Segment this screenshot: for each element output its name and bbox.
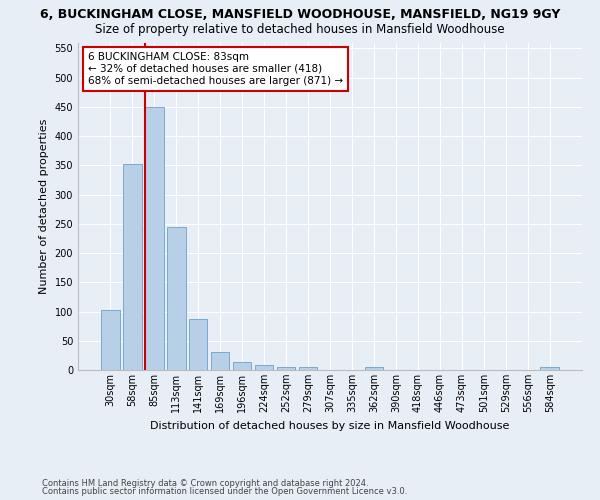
X-axis label: Distribution of detached houses by size in Mansfield Woodhouse: Distribution of detached houses by size …	[151, 420, 509, 430]
Y-axis label: Number of detached properties: Number of detached properties	[39, 118, 49, 294]
Bar	[233, 362, 251, 370]
Bar	[255, 364, 274, 370]
Text: 6 BUCKINGHAM CLOSE: 83sqm
← 32% of detached houses are smaller (418)
68% of semi: 6 BUCKINGHAM CLOSE: 83sqm ← 32% of detac…	[88, 52, 343, 86]
Text: Size of property relative to detached houses in Mansfield Woodhouse: Size of property relative to detached ho…	[95, 22, 505, 36]
Text: 6, BUCKINGHAM CLOSE, MANSFIELD WOODHOUSE, MANSFIELD, NG19 9GY: 6, BUCKINGHAM CLOSE, MANSFIELD WOODHOUSE…	[40, 8, 560, 20]
Bar	[365, 367, 383, 370]
Text: Contains public sector information licensed under the Open Government Licence v3: Contains public sector information licen…	[42, 487, 407, 496]
Bar	[167, 226, 185, 370]
Bar	[101, 310, 119, 370]
Bar	[541, 367, 559, 370]
Bar	[299, 367, 317, 370]
Bar	[123, 164, 142, 370]
Text: Contains HM Land Registry data © Crown copyright and database right 2024.: Contains HM Land Registry data © Crown c…	[42, 478, 368, 488]
Bar	[189, 319, 208, 370]
Bar	[277, 367, 295, 370]
Bar	[211, 352, 229, 370]
Bar	[145, 108, 164, 370]
